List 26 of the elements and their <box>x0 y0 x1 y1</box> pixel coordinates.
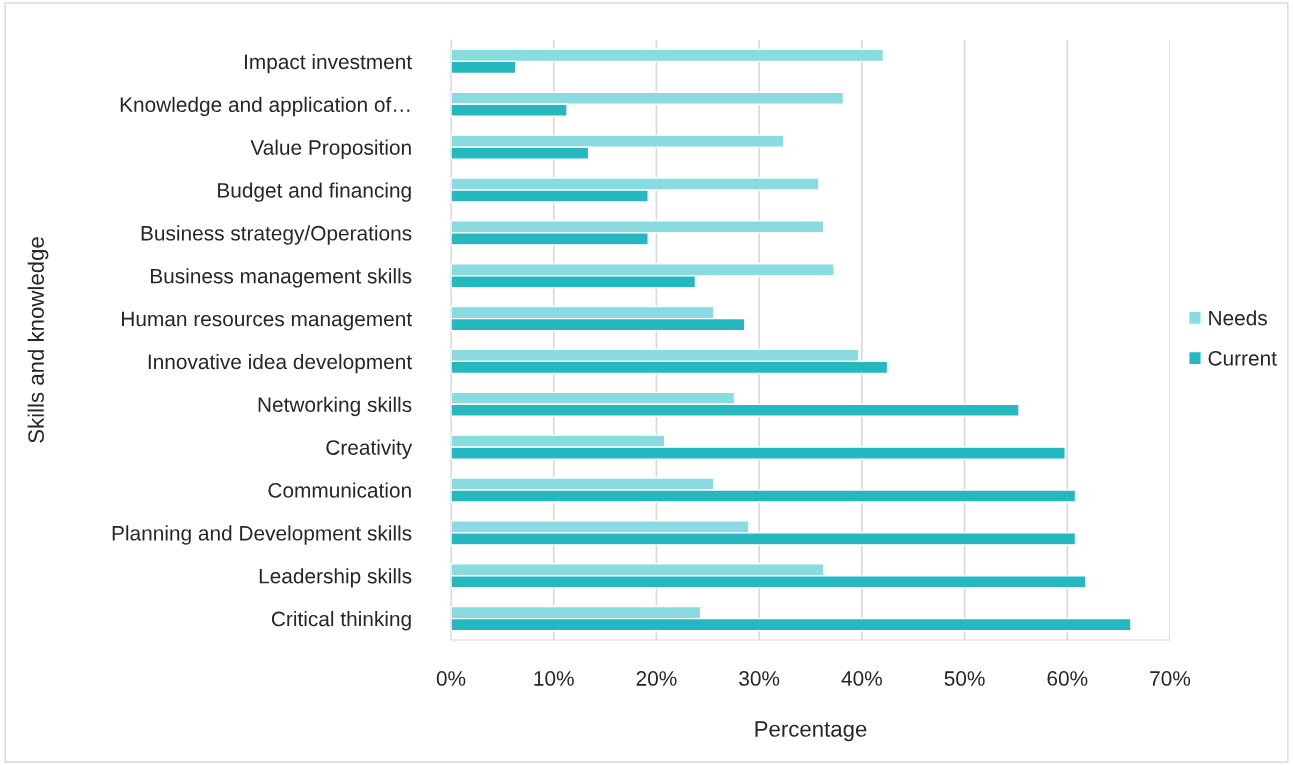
y-tick-label: Knowledge and application of… <box>120 96 410 117</box>
y-tick-label: Critical thinking <box>271 611 411 631</box>
y-tick-label: Creativity <box>326 439 413 460</box>
x-tick-label: 40% <box>841 671 882 686</box>
x-tick-label: 60% <box>1047 671 1088 686</box>
y-tick-label: Budget and financing <box>218 182 411 202</box>
legend-label: Needs <box>1209 310 1267 326</box>
y-tick-label: Business management skills <box>150 268 412 288</box>
y-tick-label: Leadership skills <box>259 568 412 588</box>
x-axis-title: Percentage <box>755 721 867 742</box>
y-tick-label: Business strategy/Operations <box>141 225 412 245</box>
y-tick-label: Impact investment <box>245 53 412 74</box>
x-tick-label: 30% <box>739 671 780 686</box>
y-tick-label: Planning and Development skills <box>112 525 412 545</box>
x-tick-label: 70% <box>1150 671 1191 686</box>
x-tick-label: 20% <box>636 671 677 686</box>
y-axis-title: Skills and knowledge <box>27 237 49 443</box>
x-tick-label: 50% <box>944 671 985 686</box>
y-tick-label: Innovative idea development <box>148 353 412 374</box>
y-tick-label: Value Proposition <box>250 139 411 160</box>
x-tick-label: 0% <box>436 671 466 686</box>
x-tick-label: 10% <box>534 671 574 686</box>
y-tick-label: Human resources management <box>122 311 412 331</box>
y-tick-label: Communication <box>268 482 411 498</box>
y-tick-label: Networking skills <box>258 396 412 417</box>
legend-label: Current <box>1208 350 1277 366</box>
